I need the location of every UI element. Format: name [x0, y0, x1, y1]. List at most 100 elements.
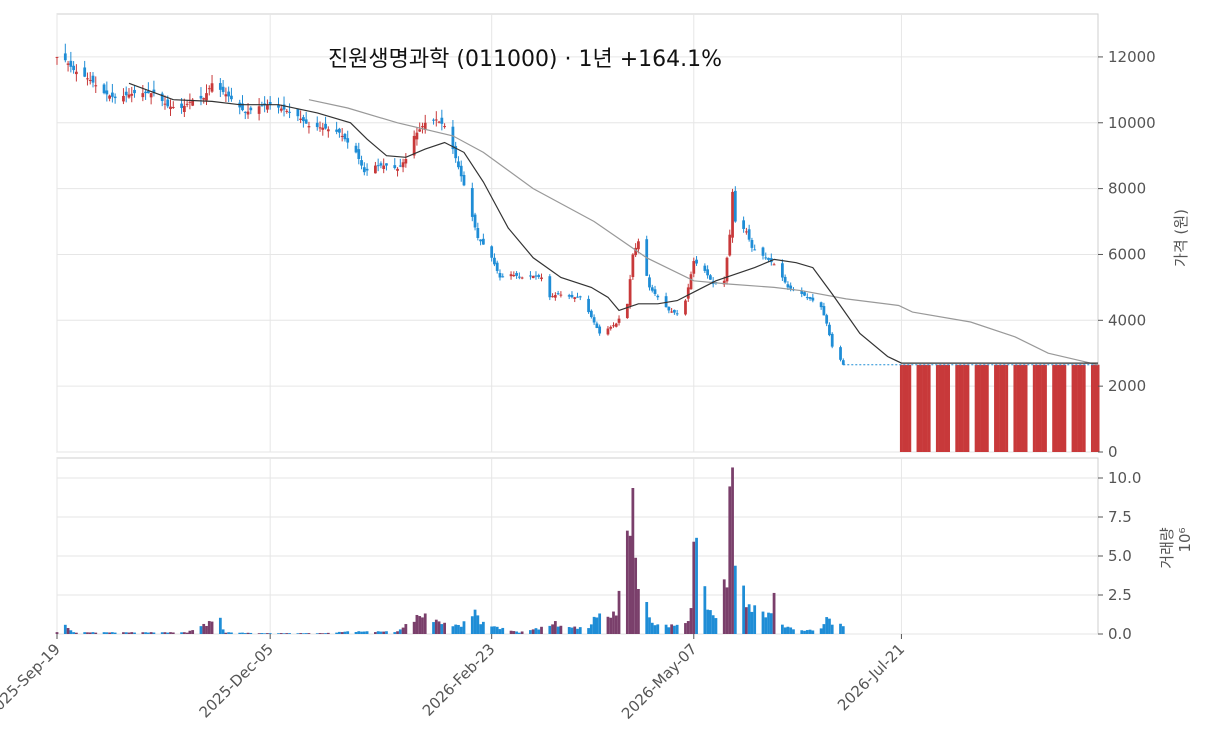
candle	[318, 121, 322, 132]
volume-bar	[396, 631, 399, 634]
projection-bar	[938, 364, 942, 452]
projection-bar	[985, 364, 989, 452]
candle	[163, 95, 167, 110]
volume-bar	[343, 631, 347, 634]
volume-bar	[105, 632, 109, 634]
volume-bar	[299, 633, 303, 634]
candle	[609, 325, 613, 331]
projection-bar	[1063, 364, 1067, 452]
candle-body	[169, 106, 172, 110]
candle	[728, 229, 732, 257]
volume-bar	[695, 537, 698, 634]
candle	[230, 87, 233, 102]
projection-bar	[941, 364, 945, 452]
volume-bar	[241, 632, 244, 634]
volume-bar	[418, 616, 422, 634]
candle	[218, 78, 222, 98]
candle	[573, 296, 577, 303]
candle-body	[656, 295, 660, 298]
volume-bar	[69, 630, 73, 634]
volume-bar	[648, 617, 651, 634]
volume-bar	[263, 633, 267, 634]
candle	[315, 116, 319, 131]
candle	[614, 322, 618, 328]
candle-body	[750, 240, 754, 248]
volume-bar	[670, 624, 674, 634]
candle	[828, 322, 831, 337]
volume-bar	[401, 627, 405, 634]
volume-bar	[257, 633, 261, 634]
candle	[570, 291, 574, 299]
price-tick-label: 8000	[1108, 180, 1146, 198]
projection-bar	[927, 364, 931, 452]
volume-bar	[553, 621, 557, 634]
projection-bar	[980, 364, 984, 452]
volume-bar	[520, 631, 524, 634]
candle	[335, 121, 339, 135]
volume-bar	[789, 627, 793, 634]
candle-body	[423, 122, 427, 130]
candle	[124, 86, 128, 103]
candle-body	[379, 163, 383, 166]
projection-bar	[1032, 364, 1036, 452]
volume-bar	[437, 621, 441, 634]
candle	[841, 358, 845, 366]
candle	[733, 186, 737, 223]
projection-bar	[902, 364, 906, 452]
volume-axis-label: 거래량	[1158, 527, 1176, 569]
projection-bar	[977, 364, 981, 452]
projection-bar	[963, 364, 967, 452]
projection-bar	[1035, 364, 1039, 452]
candle	[637, 238, 640, 254]
candle-body	[459, 165, 463, 177]
candle	[423, 114, 427, 134]
candle-body	[509, 274, 513, 277]
candle-body	[282, 104, 286, 110]
candle	[210, 74, 214, 93]
x-tick-label: 2026-May-07	[618, 640, 701, 723]
candle	[102, 83, 106, 95]
projection-bar	[1071, 364, 1075, 452]
candle	[830, 332, 834, 349]
candle	[811, 293, 815, 303]
candle-body	[609, 326, 613, 329]
volume-bar	[205, 625, 208, 634]
candle-body	[841, 360, 845, 365]
candle	[299, 110, 303, 124]
candle-body	[63, 53, 67, 61]
candle	[279, 104, 283, 113]
candle-body	[246, 111, 250, 115]
volume-bar	[285, 633, 289, 634]
candle-body	[803, 292, 806, 296]
projection-bar	[1038, 364, 1042, 452]
volume-bar	[127, 632, 131, 634]
volume-bar	[764, 617, 768, 634]
volume-bar	[517, 632, 521, 634]
candle-body	[398, 165, 402, 167]
volume-bar	[703, 586, 707, 634]
candle-body	[302, 117, 305, 122]
candle-body	[141, 93, 145, 98]
candle	[772, 262, 776, 266]
candle	[365, 163, 369, 176]
volume-bar	[130, 632, 134, 634]
projection-bar	[1005, 364, 1009, 452]
candle	[288, 103, 291, 119]
volume-bar	[822, 624, 826, 634]
candle-body	[733, 190, 737, 222]
projection-bar	[966, 364, 970, 452]
volume-bar	[393, 632, 397, 634]
candle	[689, 271, 693, 290]
candle	[127, 88, 131, 99]
volume-bar	[498, 629, 502, 634]
candle-body	[296, 108, 300, 117]
volume-bar	[404, 624, 408, 634]
volume-bar	[185, 632, 189, 634]
x-tick-label: 2026-Feb-23	[419, 640, 499, 720]
candle-body	[722, 280, 726, 285]
candle-body	[315, 122, 319, 128]
volume-bar	[493, 626, 496, 634]
projection-bar	[1016, 364, 1020, 452]
candle	[675, 309, 679, 316]
candle-body	[570, 294, 574, 298]
